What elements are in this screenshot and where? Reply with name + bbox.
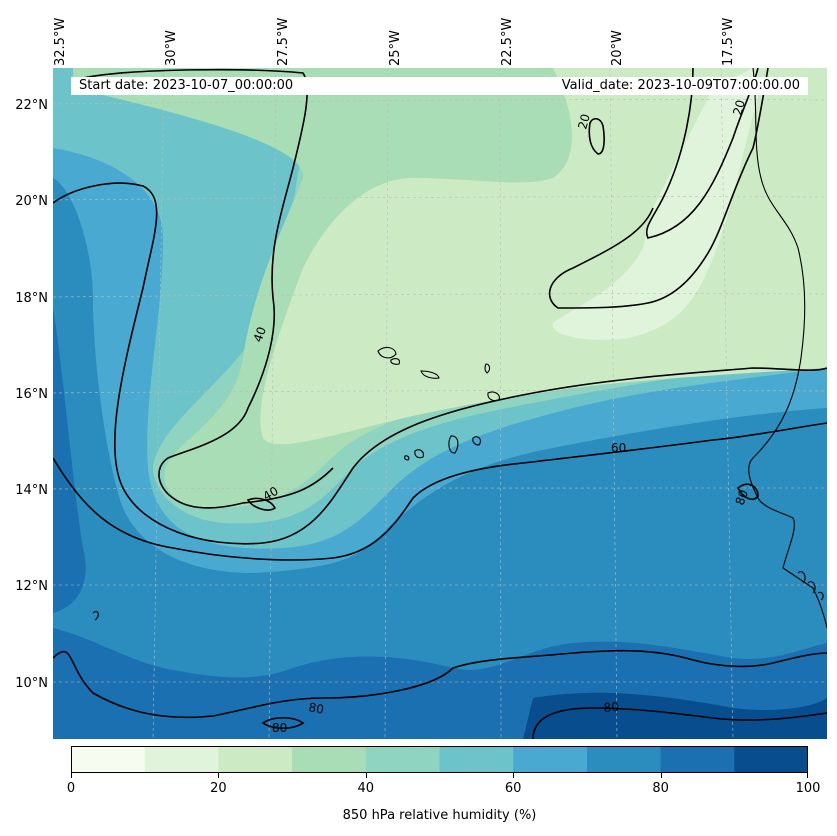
colorbar-swatch	[365, 746, 440, 773]
colorbar-label: 850 hPa relative humidity (%)	[342, 808, 537, 823]
lon-label-27-5w: 27.5°W	[276, 17, 291, 66]
colorbar-tick-label: 80	[652, 781, 669, 796]
island-santiago	[448, 435, 459, 454]
contour-label: 40	[251, 325, 269, 344]
island-sao-vicente	[390, 358, 400, 365]
gridline-lat-18n	[53, 293, 827, 298]
colorbar-tick-label: 40	[357, 781, 375, 796]
contour-line-80-south	[53, 649, 827, 739]
colorbar-tick-label: 100	[795, 781, 821, 796]
contour-line-20-islandside	[548, 68, 769, 309]
contour-lines	[53, 68, 827, 739]
gridline-lat-22n	[53, 99, 827, 105]
lon-label-20w: 20°W	[610, 30, 625, 66]
gridline-lon-22-5w	[499, 68, 502, 739]
island-southwest	[92, 610, 99, 621]
start-date: Start date: 2023-10-07_00:00:00	[79, 78, 294, 93]
contour-label: 60	[611, 441, 626, 455]
colorbar	[71, 746, 808, 773]
colorbar-swatch	[586, 746, 662, 773]
humidity-map[interactable]: 20 20 40 40 60 80 80 80 80	[53, 68, 827, 739]
colorbar-swatch	[513, 746, 588, 773]
colorbar-swatches	[71, 746, 808, 773]
contour-label: 40	[261, 484, 281, 504]
colorbar-swatch	[71, 746, 146, 773]
island-sao-nicolau	[420, 370, 440, 379]
colorbar-tick	[365, 773, 367, 778]
lat-label-10n: 10°N	[15, 676, 48, 691]
island-santo-antao	[377, 346, 397, 359]
colorbar-tick	[660, 773, 662, 778]
band-80-90-west	[53, 308, 86, 613]
colorbar-swatch	[439, 746, 514, 773]
gridline-lat-20n	[53, 196, 827, 201]
colorbar-tick	[218, 773, 220, 778]
colorbar-tick-label: 20	[210, 781, 227, 796]
colorbar-ticks: 0 20 40 60 80 100	[67, 773, 820, 803]
colorbar-tick	[807, 773, 808, 778]
coastline-africa	[748, 68, 827, 629]
gridline-lon-17-5w	[720, 68, 734, 739]
contour-label: 20	[575, 112, 592, 130]
colorbar-swatch	[218, 746, 293, 773]
coastlines	[92, 68, 827, 629]
lat-label-22n: 22°N	[15, 98, 48, 113]
colorbar-swatch	[144, 746, 219, 773]
island-sal	[484, 363, 491, 374]
gridline-lon-27-5w	[268, 68, 277, 739]
gridline-lon-20w	[609, 68, 618, 739]
contour-line-20-east	[645, 68, 759, 239]
contour-label: 80	[603, 700, 619, 715]
colorbar-frame	[71, 746, 808, 773]
contour-label: 80	[733, 488, 751, 507]
lat-label-18n: 18°N	[15, 291, 48, 306]
band-90-100	[523, 692, 827, 739]
gridlines	[53, 68, 827, 739]
gridline-lon-30w	[152, 68, 165, 739]
lon-label-22-5w: 22.5°W	[500, 17, 515, 66]
gridline-lon-25w	[384, 68, 389, 739]
contour-label: 20	[730, 98, 747, 116]
contour-label: 80	[272, 721, 287, 735]
contour-line-40	[53, 68, 827, 545]
contour-label: 80	[307, 700, 324, 716]
contour-line-40-closed	[246, 497, 277, 511]
contour-line-20-closed	[588, 117, 605, 155]
island-fogo	[414, 449, 424, 459]
lon-label-32-5w: 32.5°W	[53, 17, 68, 66]
contour-line-80-east	[736, 483, 759, 500]
contour-line-80-small	[261, 716, 305, 730]
lat-label-16n: 16°N	[15, 387, 48, 402]
date-bar: Start date: 2023-10-07_00:00:00 Valid_da…	[71, 77, 808, 95]
colorbar-swatch	[292, 746, 367, 773]
valid-date: Valid_date: 2023-10-09T07:00:00.00	[561, 78, 800, 93]
island-maio	[472, 436, 481, 446]
gridline-lat-14n	[53, 487, 827, 490]
colorbar-tick-label: 60	[504, 781, 522, 796]
island-boa-vista	[487, 391, 500, 402]
islands-bissagos	[797, 571, 824, 601]
humidity-map-canvas: 20 20 40 40 60 80 80 80 80	[53, 68, 827, 739]
lat-label-12n: 12°N	[15, 579, 48, 594]
colorbar-tick-label: 0	[66, 781, 76, 796]
colorbar-tick	[513, 773, 515, 778]
colorbar-swatch	[660, 746, 735, 773]
contour-line-60	[53, 422, 827, 561]
colorbar-swatch	[734, 746, 808, 773]
contour-label-group: 20 20 40 40 60 80 80 80 80	[251, 98, 751, 735]
lat-label-20n: 20°N	[15, 194, 48, 209]
colorbar-tick	[71, 773, 72, 778]
filled-contours	[53, 68, 827, 739]
lat-label-14n: 14°N	[15, 483, 48, 498]
island-brava	[404, 455, 410, 461]
lon-label-17-5w: 17.5°W	[721, 17, 736, 66]
lon-label-25w: 25°W	[388, 30, 403, 66]
lon-label-30w: 30°W	[164, 30, 179, 66]
gridline-lat-16n	[53, 390, 827, 394]
band-10-20	[552, 68, 758, 340]
